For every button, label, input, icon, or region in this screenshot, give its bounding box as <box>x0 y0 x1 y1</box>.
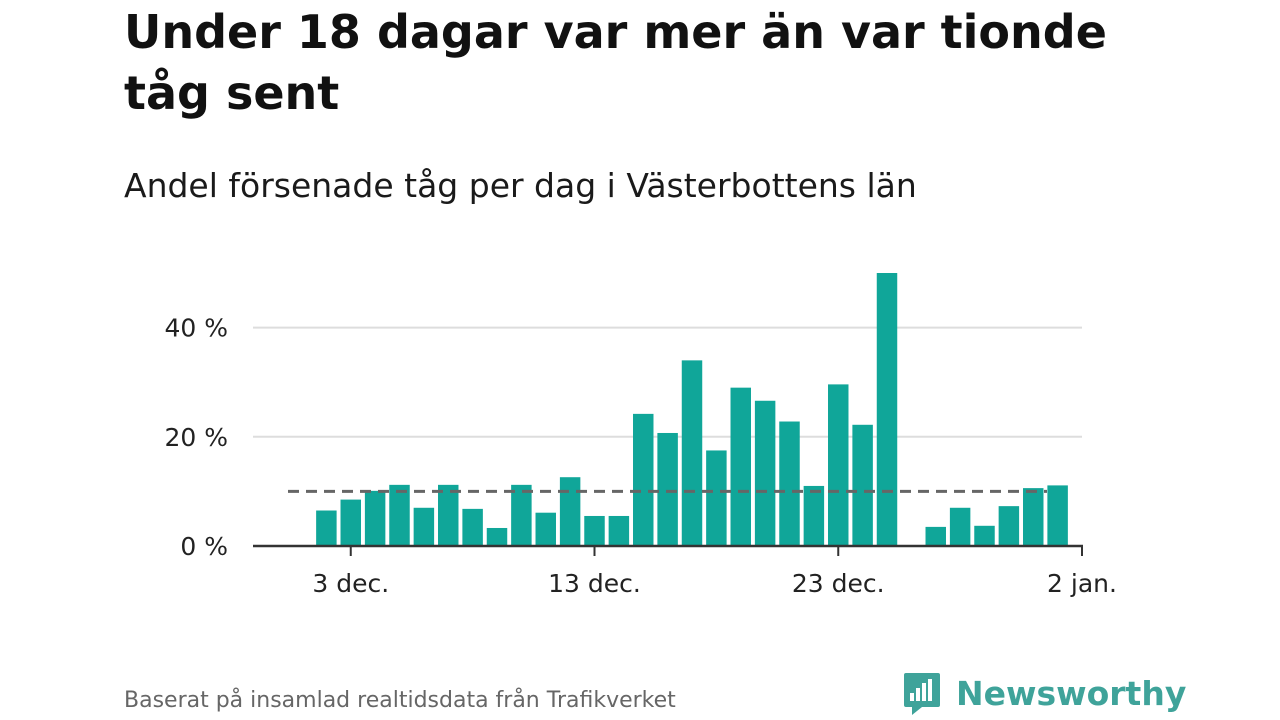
chart-subtitle: Andel försenade tåg per dag i Västerbott… <box>124 166 917 205</box>
bar-2023-12-10 <box>511 484 532 546</box>
bar-2023-12-08 <box>462 508 483 546</box>
bar-2023-12-25 <box>876 273 898 546</box>
bar-2023-12-18 <box>706 450 727 546</box>
brand-name: Newsworthy <box>956 674 1187 713</box>
bar-2023-12-21 <box>779 421 800 546</box>
bar-2023-12-31 <box>1023 488 1044 546</box>
source-note: Baserat på insamlad realtidsdata från Tr… <box>124 688 676 713</box>
y-tick-label: 40 % <box>164 314 228 343</box>
brand-logo: Newsworthy <box>902 670 1186 718</box>
bar-2023-12-12 <box>559 477 581 546</box>
bar-2023-12-24 <box>852 424 873 546</box>
bar-2023-12-19 <box>730 387 751 546</box>
bar-2024-01-01 <box>1047 485 1068 546</box>
bar-2023-12-11 <box>535 512 556 546</box>
bar-2023-12-20 <box>754 400 776 546</box>
bar-2023-12-15 <box>633 413 654 546</box>
bar-2023-12-17 <box>681 360 703 546</box>
x-axis <box>253 544 1083 556</box>
bars <box>316 273 1068 546</box>
bar-2023-12-30 <box>998 506 1020 546</box>
bar-2023-12-03 <box>340 499 361 546</box>
bar-2023-12-28 <box>949 507 971 546</box>
x-axis-labels: 3 dec. 13 dec. 23 dec. 2 jan. <box>312 569 1117 598</box>
y-tick-label: 20 % <box>164 423 228 452</box>
x-tick-label: 13 dec. <box>548 569 641 598</box>
bar-2023-12-27 <box>925 526 946 546</box>
bar-2023-12-04 <box>364 490 386 546</box>
x-tick-label: 23 dec. <box>792 569 885 598</box>
bar-2023-12-13 <box>584 515 605 546</box>
gridlines <box>253 326 1082 438</box>
bar-2023-12-16 <box>657 432 678 546</box>
bar-2023-12-14 <box>608 515 630 546</box>
y-axis-labels: 0 % 20 % 40 % <box>164 314 228 561</box>
bar-2023-12-02 <box>316 510 337 546</box>
bar-2023-12-29 <box>974 525 995 546</box>
newsworthy-logo-icon <box>904 673 940 715</box>
bar-2023-12-23 <box>828 384 849 546</box>
x-tick-label: 2 jan. <box>1047 569 1117 598</box>
bar-2023-12-06 <box>413 507 435 546</box>
x-tick-label: 3 dec. <box>312 569 389 598</box>
chart-title: Under 18 dagar var mer än var tionde tåg… <box>124 5 1107 120</box>
y-tick-label: 0 % <box>180 532 228 561</box>
bar-2023-12-22 <box>803 485 825 546</box>
bar-2023-12-05 <box>389 484 410 546</box>
bar-2023-12-09 <box>486 527 508 546</box>
bar-2023-12-07 <box>438 484 459 546</box>
